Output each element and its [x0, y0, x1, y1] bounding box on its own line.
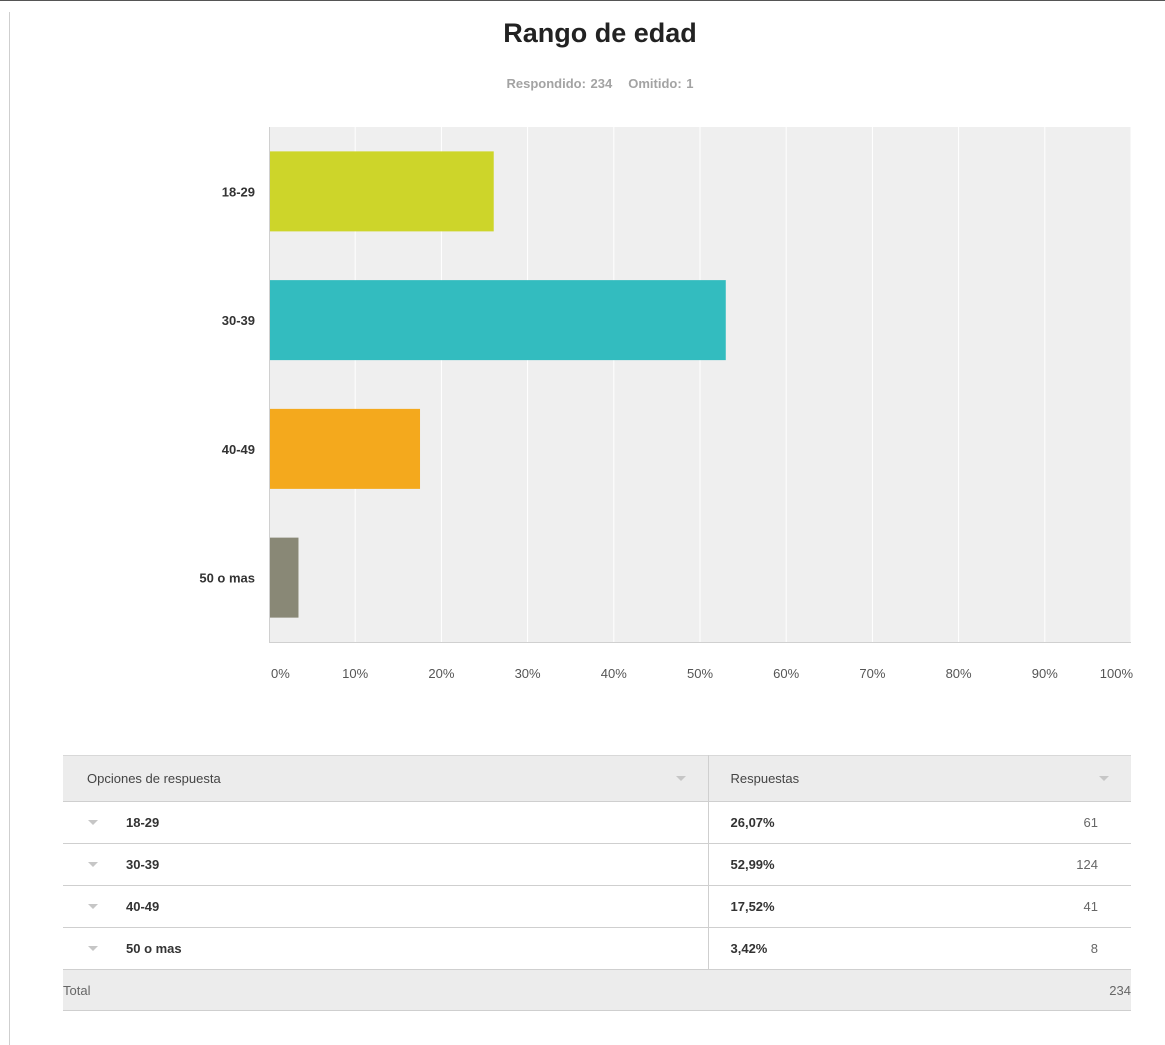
header-responses[interactable]: Respuestas	[708, 755, 1131, 802]
bar	[270, 280, 726, 361]
x-tick-label: 100%	[1100, 666, 1134, 681]
option-label: 30-39	[126, 857, 160, 872]
x-tick-label: 80%	[946, 666, 972, 681]
category-label: 40-49	[222, 442, 255, 457]
total-value: 234	[708, 969, 1131, 1011]
sort-caret-icon[interactable]	[675, 776, 686, 781]
sort-caret-icon[interactable]	[1099, 776, 1109, 781]
x-tick-label: 50%	[687, 666, 713, 681]
response-percent: 52,99%	[730, 857, 775, 872]
left-border	[9, 12, 10, 1045]
category-label: 18-29	[222, 184, 255, 199]
x-tick-label: 0%	[271, 666, 290, 681]
expand-caret-icon[interactable]	[88, 862, 98, 867]
option-cell: 40-49	[63, 885, 709, 928]
expand-caret-icon[interactable]	[88, 946, 98, 951]
response-cell: 52,99% 124	[708, 843, 1131, 886]
response-cell: 17,52% 41	[708, 885, 1131, 928]
table-header-row: Opciones de respuesta Respuestas	[63, 755, 1131, 802]
top-border	[0, 0, 1165, 1]
total-label: Total	[63, 969, 708, 1011]
response-cell: 3,42% 8	[708, 927, 1131, 970]
response-count: 61	[1083, 815, 1098, 830]
x-tick-label: 10%	[342, 666, 368, 681]
expand-caret-icon[interactable]	[88, 820, 98, 825]
response-percent: 17,52%	[730, 899, 775, 914]
category-label: 30-39	[222, 313, 255, 328]
x-tick-label: 40%	[601, 666, 627, 681]
responses-table: Opciones de respuesta Respuestas 18-29	[63, 755, 1131, 1011]
header-options-label: Opciones de respuesta	[87, 771, 221, 786]
header-responses-label: Respuestas	[730, 771, 800, 786]
option-cell: 18-29	[63, 801, 709, 844]
response-percent: 3,42%	[730, 941, 768, 956]
x-tick-label: 20%	[428, 666, 454, 681]
category-label: 50 o mas	[199, 571, 255, 586]
x-tick-label: 70%	[859, 666, 885, 681]
table-row: 30-39 52,99% 124	[63, 843, 1131, 886]
chart-subtitle: Respondido: 234 Omitido: 1	[0, 76, 1165, 91]
skipped-count: Omitido: 1	[628, 76, 694, 91]
answered-count: Respondido: 234	[506, 76, 613, 91]
response-percent: 26,07%	[730, 815, 775, 830]
option-label: 40-49	[126, 899, 160, 914]
table-row: 40-49 17,52% 41	[63, 885, 1131, 928]
bar-chart: 18-29 30-39 40-49 50 o mas 0% 10% 20% 30% 40% 50%…	[199, 127, 1134, 681]
option-cell: 30-39	[63, 843, 709, 886]
option-cell: 50 o mas	[63, 927, 709, 970]
x-tick-label: 30%	[515, 666, 541, 681]
table-row: 18-29 26,07% 61	[63, 801, 1131, 844]
chart-title: Rango de edad	[503, 18, 697, 48]
x-tick-label: 60%	[773, 666, 799, 681]
total-row: Total 234	[63, 969, 1131, 1011]
expand-caret-icon[interactable]	[88, 904, 98, 909]
bar	[270, 151, 494, 232]
response-count: 8	[1090, 941, 1098, 956]
bar	[270, 537, 299, 618]
table-row: 50 o mas 3,42% 8	[63, 927, 1131, 970]
response-count: 41	[1083, 899, 1098, 914]
bar	[270, 408, 421, 489]
option-label: 18-29	[126, 815, 160, 830]
x-tick-label: 90%	[1032, 666, 1058, 681]
response-count: 124	[1076, 857, 1098, 872]
option-label: 50 o mas	[126, 941, 182, 956]
response-cell: 26,07% 61	[708, 801, 1131, 844]
header-options[interactable]: Opciones de respuesta	[63, 755, 709, 802]
